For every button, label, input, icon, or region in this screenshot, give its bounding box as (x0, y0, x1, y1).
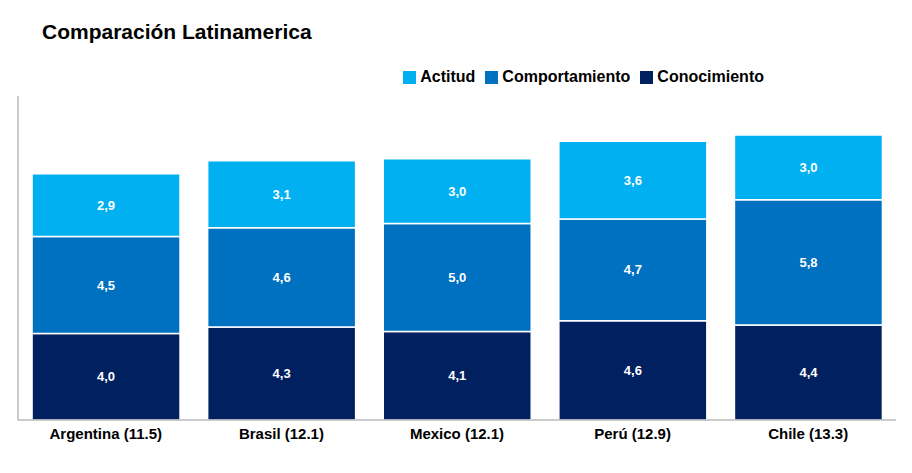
html-text:Comportamiento: Comportamiento (502, 68, 631, 85)
html-text:Conocimiento: Conocimiento (657, 68, 764, 85)
svg-text:4,1: 4,1 (448, 368, 466, 383)
svg-text:2,9: 2,9 (97, 198, 115, 213)
svg-text:3,0: 3,0 (799, 160, 817, 175)
html-text:Comparación Latinamerica: Comparación Latinamerica (42, 20, 312, 43)
svg-text:3,0: 3,0 (448, 184, 466, 199)
svg-text:4,4: 4,4 (799, 365, 818, 380)
svg-text:5,8: 5,8 (799, 255, 817, 270)
svg-text:Brasil (12.1): Brasil (12.1) (239, 425, 324, 442)
svg-text:4,5: 4,5 (97, 278, 115, 293)
svg-text:4,0: 4,0 (97, 369, 115, 384)
svg-text:3,6: 3,6 (624, 173, 642, 188)
svg-text:Chile (13.3): Chile (13.3) (768, 425, 848, 442)
svg-text:Mexico (12.1): Mexico (12.1) (410, 425, 504, 442)
html-text:Actitud: Actitud (420, 68, 476, 85)
svg-text:3,1: 3,1 (273, 187, 291, 202)
svg-text:Perú (12.9): Perú (12.9) (594, 425, 671, 442)
svg-text:4,6: 4,6 (273, 270, 291, 285)
svg-text:4,3: 4,3 (273, 366, 291, 381)
svg-text:4,6: 4,6 (624, 363, 642, 378)
svg-text:Argentina (11.5): Argentina (11.5) (50, 425, 163, 442)
svg-text:4,7: 4,7 (624, 262, 642, 277)
svg-text:5,0: 5,0 (448, 270, 466, 285)
